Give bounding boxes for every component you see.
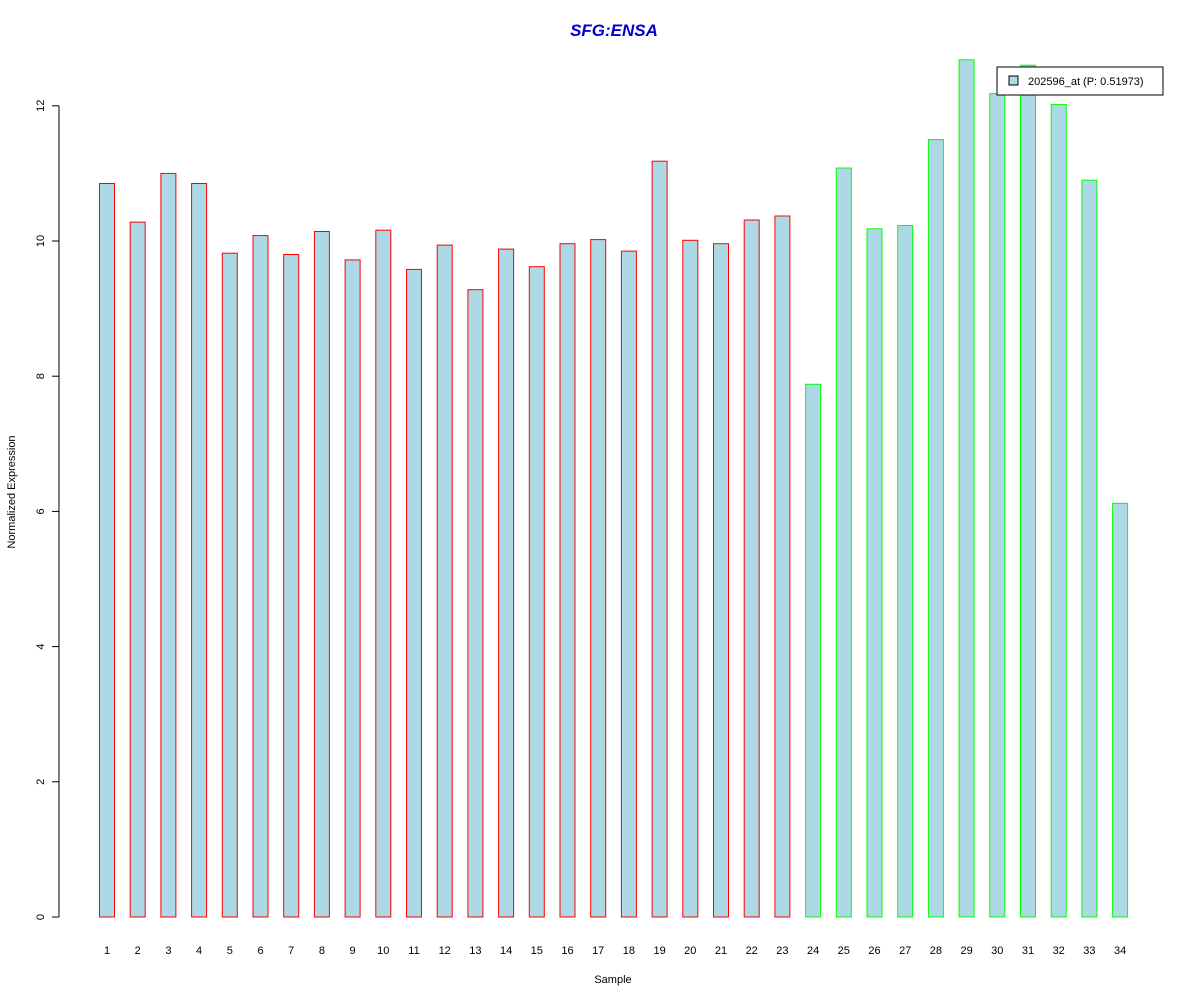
x-axis-labels: 1 2 3 4 5 6 7 8 9 10 11 12 13 14 15 16 17 18 19 20 21 22 23 24 2…	[104, 945, 1126, 957]
x-tick-label: 24	[807, 945, 819, 957]
bar	[958, 59, 975, 918]
bar	[344, 259, 361, 918]
x-tick-label: 27	[899, 945, 911, 957]
x-tick-label: 20	[684, 945, 696, 957]
bar	[375, 229, 392, 918]
y-tick-label: 12	[35, 100, 47, 112]
bar	[989, 93, 1006, 918]
x-tick-label: 6	[257, 945, 263, 957]
bar	[1020, 64, 1036, 918]
bar	[897, 225, 914, 918]
x-tick-label: 3	[165, 945, 171, 957]
bar	[927, 139, 944, 918]
bar	[774, 215, 791, 918]
legend-swatch	[1008, 75, 1019, 86]
bar	[559, 243, 576, 918]
x-tick-label: 10	[377, 945, 389, 957]
x-tick-label: 1	[104, 945, 110, 957]
bar	[99, 183, 115, 918]
x-tick-label: 14	[500, 945, 512, 957]
x-tick-label: 18	[623, 945, 635, 957]
y-tick-label: 0	[35, 914, 47, 920]
x-tick-label: 11	[408, 945, 419, 957]
bar	[1081, 179, 1098, 918]
bar	[160, 172, 177, 918]
bar	[528, 266, 545, 918]
y-axis: 0 2 4 6 8 10 12	[35, 100, 60, 920]
bar	[682, 239, 699, 918]
x-tick-label: 28	[930, 945, 942, 957]
bar	[283, 254, 300, 918]
bar	[436, 244, 453, 918]
x-tick-label: 26	[868, 945, 880, 957]
bar	[1050, 103, 1067, 918]
x-tick-label: 16	[561, 945, 573, 957]
x-tick-label: 21	[715, 945, 727, 957]
bar	[835, 167, 852, 918]
x-tick-label: 13	[469, 945, 481, 957]
bar	[651, 160, 668, 918]
y-tick-label: 4	[35, 644, 47, 650]
bar	[590, 239, 607, 918]
x-tick-label: 30	[991, 945, 1003, 957]
x-tick-label: 32	[1053, 945, 1065, 957]
y-axis-title: Normalized Expression	[6, 435, 18, 548]
bar	[313, 231, 330, 918]
bar	[221, 252, 238, 918]
x-tick-label: 22	[746, 945, 758, 957]
bar	[713, 243, 729, 918]
x-tick-label: 31	[1022, 945, 1034, 957]
x-tick-label: 17	[592, 945, 604, 957]
x-tick-label: 4	[196, 945, 202, 957]
bar	[866, 228, 883, 918]
x-tick-label: 19	[653, 945, 665, 957]
x-tick-label: 9	[350, 945, 356, 957]
x-tick-label: 34	[1114, 945, 1126, 957]
bar	[252, 235, 269, 918]
legend-label: 202596_at (P: 0.51973)	[1028, 76, 1144, 88]
x-tick-label: 33	[1083, 945, 1095, 957]
bar	[743, 219, 760, 918]
x-tick-label: 8	[319, 945, 325, 957]
chart-title: SFG:ENSA	[570, 21, 658, 40]
x-tick-label: 23	[776, 945, 788, 957]
x-tick-label: 12	[439, 945, 451, 957]
x-axis-title: Sample	[594, 974, 631, 986]
x-tick-label: 5	[227, 945, 233, 957]
x-tick-label: 15	[531, 945, 543, 957]
y-tick-label: 6	[35, 508, 47, 514]
legend: 202596_at (P: 0.51973)	[996, 66, 1164, 96]
x-tick-label: 29	[960, 945, 972, 957]
bar	[129, 221, 146, 918]
y-tick-label: 2	[35, 779, 47, 785]
bar	[1112, 502, 1129, 918]
bar	[406, 268, 422, 918]
bar	[191, 183, 208, 918]
legend-box	[996, 66, 1164, 96]
y-tick-label: 10	[35, 235, 47, 247]
x-tick-label: 2	[135, 945, 141, 957]
bar	[467, 289, 484, 918]
x-tick-label: 7	[288, 945, 294, 957]
bar	[805, 383, 822, 918]
bar	[620, 250, 637, 918]
bars	[99, 59, 1129, 918]
x-tick-label: 25	[838, 945, 850, 957]
bar	[498, 248, 515, 918]
y-tick-label: 8	[35, 373, 47, 379]
